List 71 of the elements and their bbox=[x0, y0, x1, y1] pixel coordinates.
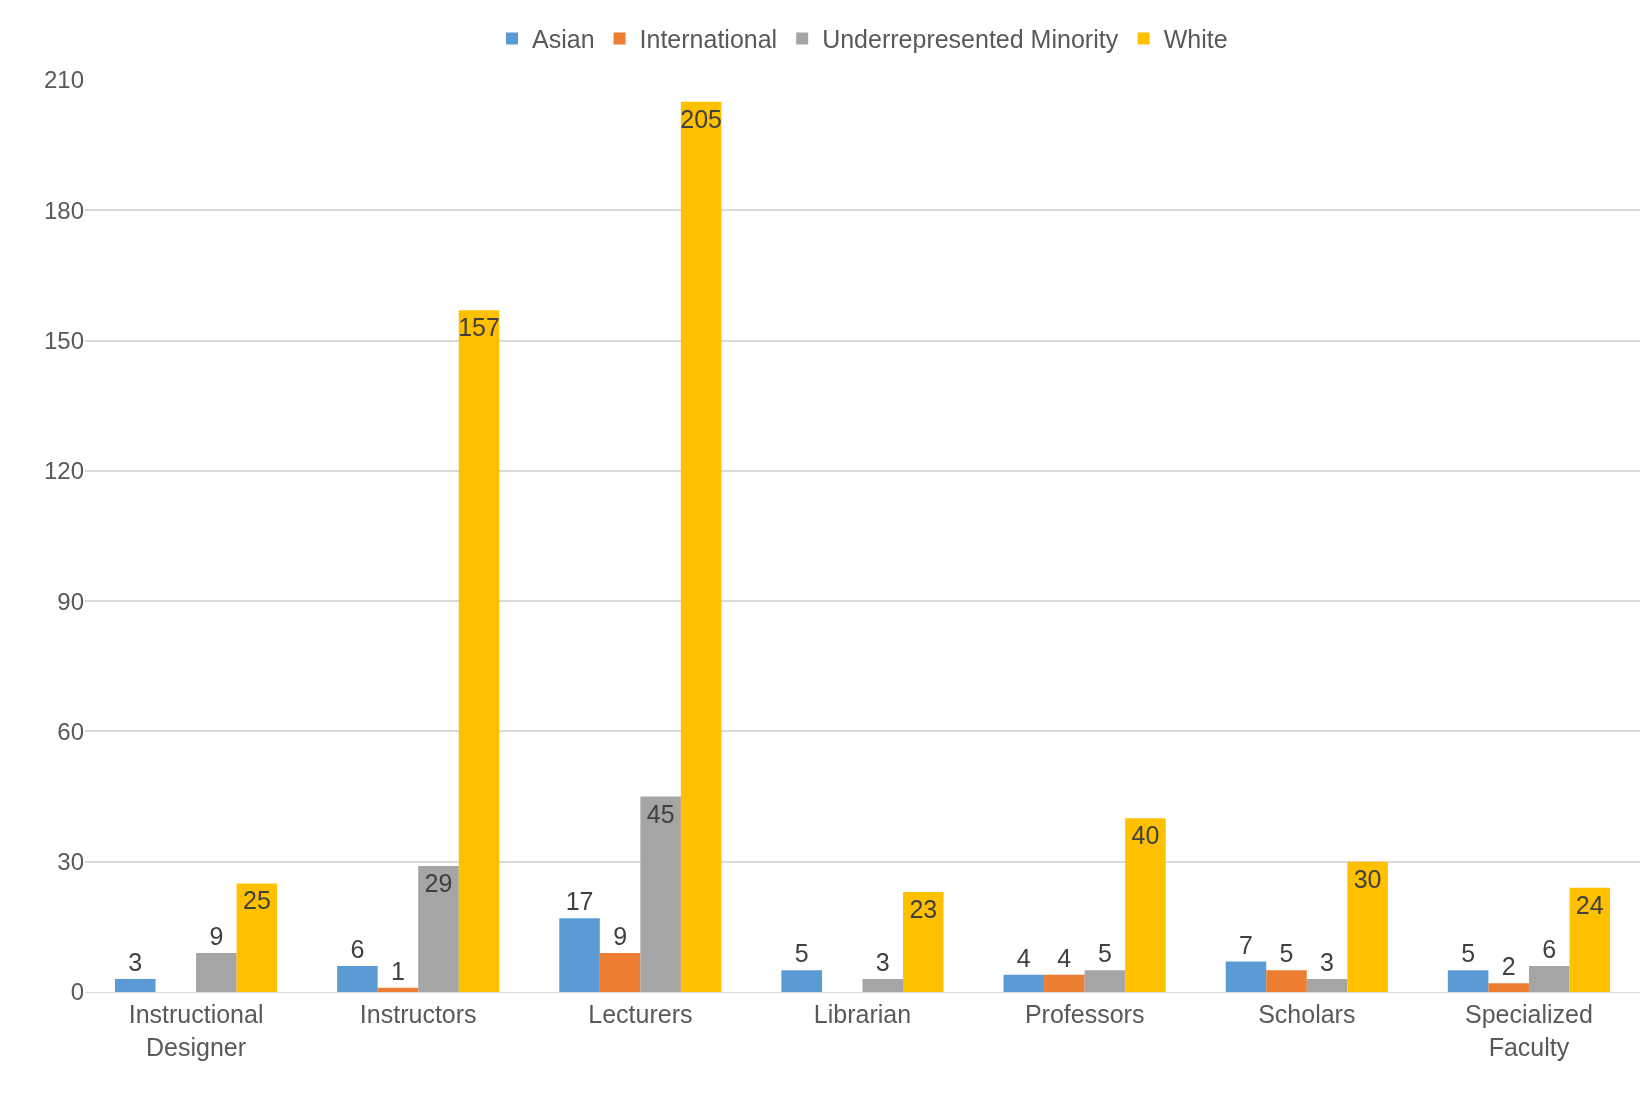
bar bbox=[1488, 983, 1529, 992]
data-label: 45 bbox=[646, 799, 675, 828]
data-label: 23 bbox=[909, 895, 938, 924]
bar bbox=[337, 965, 378, 992]
bar bbox=[680, 101, 722, 992]
data-label: 3 bbox=[128, 947, 143, 976]
bar bbox=[1225, 961, 1267, 992]
data-label: 4 bbox=[1057, 943, 1072, 972]
y-tick-label: 90 bbox=[57, 587, 84, 615]
bar bbox=[1569, 887, 1611, 992]
x-tick-label: Instructors bbox=[359, 1000, 477, 1028]
bar bbox=[1044, 974, 1085, 992]
data-label: 6 bbox=[350, 934, 365, 963]
legend-label: International bbox=[639, 25, 778, 54]
legend-label: Asian bbox=[532, 25, 595, 54]
data-label: 9 bbox=[613, 921, 628, 950]
data-label: 7 bbox=[1239, 930, 1253, 959]
data-label: 3 bbox=[875, 947, 890, 976]
bar bbox=[1528, 965, 1570, 992]
bar bbox=[1003, 974, 1045, 992]
bar bbox=[196, 952, 237, 992]
bar bbox=[1306, 978, 1348, 992]
x-tick-label: Professors bbox=[1024, 1000, 1145, 1028]
legend-label: Underrepresented Minority bbox=[822, 25, 1119, 54]
bar bbox=[862, 978, 904, 992]
x-tick-label: Lecturers bbox=[588, 1000, 693, 1028]
data-label: 6 bbox=[1542, 934, 1557, 963]
x-tick-label: Scholars bbox=[1258, 1000, 1356, 1028]
bar bbox=[1347, 861, 1388, 992]
data-label: 5 bbox=[1461, 939, 1476, 968]
bar bbox=[1447, 970, 1489, 992]
data-label: 4 bbox=[1016, 943, 1031, 972]
y-tick-label: 60 bbox=[57, 717, 84, 745]
bar bbox=[418, 866, 459, 992]
bar bbox=[781, 970, 822, 992]
x-tick-label: Instructional Designer bbox=[128, 1000, 264, 1061]
data-label: 5 bbox=[1279, 939, 1294, 968]
data-label: 24 bbox=[1575, 890, 1604, 919]
legend-label: White bbox=[1163, 25, 1228, 54]
data-label: 5 bbox=[794, 939, 809, 968]
data-label: 30 bbox=[1353, 864, 1382, 893]
bar bbox=[599, 952, 641, 992]
y-tick-label: 210 bbox=[43, 66, 84, 94]
x-tick-label: Specialized Faculty bbox=[1465, 1000, 1593, 1061]
bar bbox=[458, 310, 500, 992]
y-tick-label: 120 bbox=[43, 457, 84, 485]
y-tick-label: 180 bbox=[43, 196, 84, 224]
data-label: 5 bbox=[1097, 939, 1112, 968]
data-label: 1 bbox=[390, 956, 405, 985]
data-label: 2 bbox=[1501, 952, 1516, 981]
bar bbox=[640, 796, 681, 992]
bar bbox=[236, 883, 278, 992]
data-label: 205 bbox=[680, 104, 723, 133]
data-label: 25 bbox=[242, 886, 271, 915]
bar bbox=[377, 987, 419, 992]
data-label: 29 bbox=[424, 869, 453, 898]
data-label: 40 bbox=[1131, 821, 1160, 850]
data-label: 157 bbox=[458, 313, 500, 342]
bar bbox=[1266, 970, 1307, 992]
bar bbox=[903, 892, 944, 992]
data-label: 9 bbox=[209, 921, 224, 950]
bar bbox=[1125, 818, 1166, 992]
bar bbox=[1084, 970, 1126, 992]
bar bbox=[114, 978, 156, 992]
y-tick-label: 150 bbox=[43, 326, 84, 354]
y-tick-label: 0 bbox=[70, 978, 84, 1006]
x-tick-label: Librarian bbox=[813, 1000, 912, 1028]
data-label: 17 bbox=[565, 887, 594, 916]
bar bbox=[559, 918, 600, 992]
y-tick-label: 30 bbox=[57, 848, 84, 876]
data-label: 3 bbox=[1320, 947, 1335, 976]
